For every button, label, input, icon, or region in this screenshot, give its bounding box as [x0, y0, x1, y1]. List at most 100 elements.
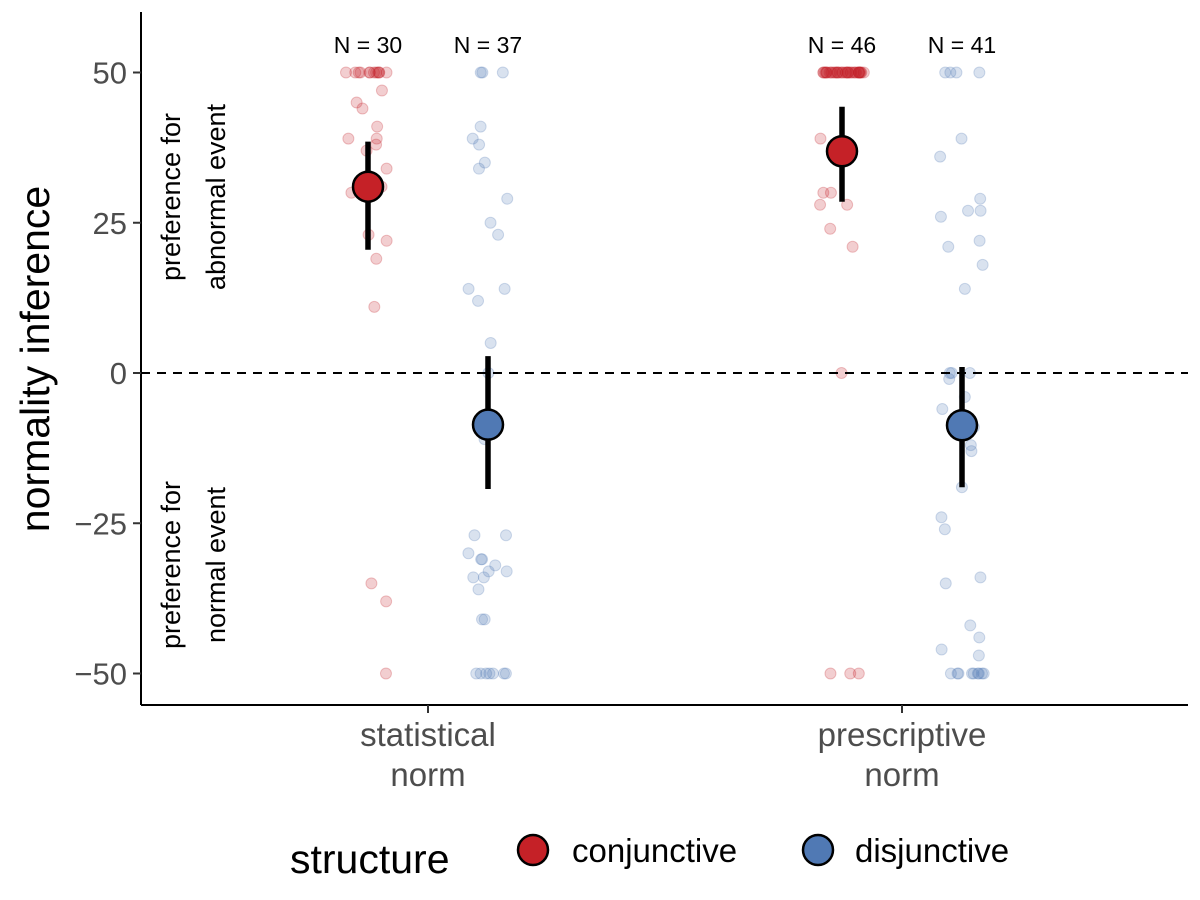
data-point-conjunctive	[820, 66, 833, 79]
data-point-disjunctive	[935, 511, 948, 524]
data-point-disjunctive	[974, 192, 987, 205]
data-point-disjunctive	[958, 282, 971, 295]
data-point-disjunctive	[955, 132, 968, 145]
data-point-disjunctive	[472, 583, 485, 596]
mean-point-conjunctive	[351, 170, 385, 203]
data-point-disjunctive	[976, 258, 989, 271]
data-point-disjunctive	[476, 66, 489, 79]
data-point-disjunctive	[472, 162, 485, 175]
data-point-disjunctive	[967, 667, 980, 680]
data-point-conjunctive	[824, 667, 837, 680]
data-point-conjunctive	[831, 66, 844, 79]
data-point-conjunctive	[853, 66, 866, 79]
data-point-conjunctive	[826, 66, 839, 79]
data-point-conjunctive	[370, 132, 383, 145]
data-point-conjunctive	[817, 186, 830, 199]
data-point-conjunctive	[841, 66, 854, 79]
n-label: N = 37	[454, 32, 522, 58]
x-tick-label: norm	[864, 756, 939, 793]
mean-point-conjunctive	[825, 134, 859, 168]
data-point-disjunctive	[972, 649, 985, 662]
data-point-conjunctive	[367, 66, 380, 79]
data-point-conjunctive	[831, 66, 844, 79]
data-point-conjunctive	[363, 66, 376, 79]
data-point-conjunctive	[380, 595, 393, 608]
data-point-conjunctive	[829, 66, 842, 79]
data-point-disjunctive	[499, 529, 512, 542]
data-point-conjunctive	[350, 96, 363, 109]
data-point-disjunctive	[462, 547, 475, 560]
data-point-conjunctive	[356, 102, 369, 115]
data-point-conjunctive	[852, 66, 865, 79]
data-point-disjunctive	[934, 210, 947, 223]
data-point-conjunctive	[828, 66, 841, 79]
data-point-disjunctive	[498, 282, 511, 295]
data-point-conjunctive	[836, 66, 849, 79]
data-point-disjunctive	[500, 565, 513, 578]
data-point-conjunctive	[380, 234, 393, 247]
y-tick-label: 25	[93, 206, 127, 241]
data-point-disjunctive	[477, 571, 490, 584]
data-point-disjunctive	[938, 523, 951, 536]
data-point-disjunctive	[489, 559, 502, 572]
x-tick-label: norm	[390, 756, 465, 793]
data-point-disjunctive	[972, 667, 985, 680]
data-point-disjunctive	[935, 643, 948, 656]
data-point-conjunctive	[844, 66, 857, 79]
x-tick-label: statistical	[360, 716, 496, 753]
data-point-disjunctive	[965, 445, 978, 458]
data-point-conjunctive	[814, 198, 827, 211]
data-point-conjunctive	[824, 222, 837, 235]
data-point-disjunctive	[487, 667, 500, 680]
data-point-disjunctive	[974, 204, 987, 217]
data-point-disjunctive	[482, 565, 495, 578]
y-tick-label: 0	[110, 356, 127, 391]
data-point-disjunctive	[962, 204, 975, 217]
n-labels: N = 30 N = 37 N = 46 N = 41	[334, 32, 996, 58]
data-point-disjunctive	[478, 156, 491, 169]
data-point-conjunctive	[845, 66, 858, 79]
n-label: N = 46	[808, 32, 876, 58]
data-point-disjunctive	[939, 66, 952, 79]
data-point-disjunctive	[974, 571, 987, 584]
data-point-disjunctive	[944, 66, 957, 79]
data-point-conjunctive	[855, 66, 868, 79]
data-point-disjunctive	[936, 403, 949, 416]
data-point-conjunctive	[352, 66, 365, 79]
data-point-conjunctive	[379, 667, 392, 680]
data-point-disjunctive	[473, 138, 486, 151]
annotation-upper-line1: preference for	[156, 113, 186, 281]
data-point-conjunctive	[814, 132, 827, 145]
data-point-conjunctive	[846, 240, 859, 253]
data-point-disjunctive	[470, 667, 483, 680]
legend-key-conjunctive	[516, 833, 550, 867]
y-tick-label: 50	[93, 56, 127, 91]
data-point-disjunctive	[474, 66, 487, 79]
data-point-disjunctive	[964, 619, 977, 632]
data-point-disjunctive	[973, 631, 986, 644]
annotation-lower: preference for normal event	[156, 481, 231, 649]
data-point-disjunctive	[462, 282, 475, 295]
data-point-conjunctive	[375, 84, 388, 97]
data-point-conjunctive	[847, 66, 860, 79]
data-point-disjunctive	[472, 294, 485, 307]
data-point-conjunctive	[857, 66, 870, 79]
data-point-disjunctive	[964, 439, 977, 452]
data-point-conjunctive	[349, 66, 362, 79]
data-point-disjunctive	[977, 667, 990, 680]
data-point-conjunctive	[852, 66, 865, 79]
legend-label-conjunctive: conjunctive	[572, 832, 737, 869]
data-point-disjunctive	[476, 613, 489, 626]
data-point-disjunctive	[475, 553, 488, 566]
data-point-conjunctive	[820, 66, 833, 79]
data-point-conjunctive	[854, 66, 867, 79]
data-point-disjunctive	[483, 667, 496, 680]
annotation-upper-line2: abnormal event	[201, 103, 231, 290]
data-point-disjunctive	[934, 150, 947, 163]
data-point-disjunctive	[474, 120, 487, 133]
data-point-disjunctive	[943, 373, 956, 386]
n-label: N = 41	[928, 32, 996, 58]
data-point-disjunctive	[973, 66, 986, 79]
means-layer	[351, 106, 979, 489]
data-point-disjunctive	[973, 234, 986, 247]
